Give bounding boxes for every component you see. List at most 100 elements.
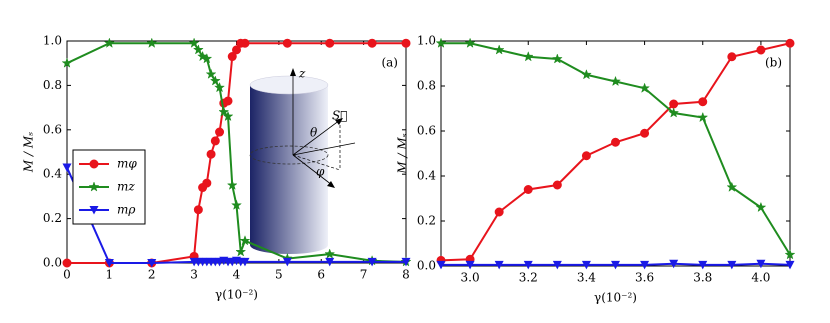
marker	[523, 260, 533, 270]
marker	[785, 38, 795, 48]
marker	[698, 97, 708, 107]
marker	[755, 201, 767, 213]
marker	[235, 246, 247, 257]
marker	[756, 259, 766, 269]
marker	[669, 99, 679, 109]
y-tick-label: 0.4	[43, 167, 62, 181]
marker	[146, 37, 158, 48]
marker	[188, 37, 200, 48]
x-tick-label: 7	[360, 268, 368, 282]
marker	[640, 128, 650, 138]
marker	[218, 106, 230, 117]
marker	[726, 181, 738, 192]
inset-label: θ	[310, 126, 318, 140]
marker	[147, 259, 157, 268]
marker	[202, 178, 212, 188]
marker	[367, 38, 377, 48]
marker	[215, 127, 225, 137]
x-axis-label: γ(10⁻²)	[215, 288, 258, 302]
x-tick-label: 3.8	[693, 271, 712, 285]
marker	[464, 37, 476, 48]
marker	[609, 75, 622, 87]
marker	[611, 260, 620, 270]
inset-label: S⃗	[332, 109, 347, 123]
x-tick-label: 2	[148, 268, 156, 282]
y-tick-label: 0.2	[417, 214, 436, 228]
y-axis-label: M / Mₛ	[396, 133, 410, 174]
marker	[523, 185, 533, 194]
marker	[324, 248, 336, 259]
marker	[282, 257, 292, 267]
marker	[551, 53, 563, 64]
marker	[552, 260, 562, 270]
marker	[62, 163, 72, 173]
marker	[697, 111, 709, 123]
marker	[201, 53, 213, 64]
y-tick-label: 0.0	[417, 259, 436, 273]
marker	[226, 179, 238, 190]
marker	[193, 205, 203, 215]
marker	[784, 249, 796, 260]
marker	[727, 52, 737, 62]
marker	[727, 260, 737, 270]
marker	[581, 69, 592, 80]
y-tick-label: 1.0	[43, 34, 62, 48]
marker	[698, 260, 708, 270]
series-line	[67, 42, 406, 264]
marker	[232, 45, 241, 55]
marker	[227, 52, 237, 62]
marker	[214, 81, 226, 93]
x-tick-label: 3.4	[577, 271, 596, 285]
marker	[104, 259, 114, 268]
inset-label: z	[298, 67, 306, 81]
legend-label: mz	[117, 180, 135, 194]
marker	[639, 82, 650, 93]
marker	[668, 107, 680, 118]
y-tick-label: 0.8	[43, 78, 62, 92]
marker	[494, 260, 504, 270]
marker	[206, 149, 216, 159]
marker	[61, 57, 73, 68]
y-tick-label: 0.2	[43, 211, 62, 225]
x-tick-label: 6	[317, 268, 325, 282]
legend-marker	[88, 181, 100, 192]
inset-label: φ	[316, 165, 325, 179]
marker	[192, 44, 204, 55]
marker	[640, 260, 650, 270]
x-tick-label: 0	[63, 268, 71, 282]
marker	[401, 257, 411, 267]
marker	[209, 75, 221, 86]
marker	[240, 257, 250, 267]
x-tick-label: 4.0	[751, 271, 770, 285]
y-tick-label: 0.6	[417, 124, 436, 138]
legend-label: mρ	[117, 203, 135, 217]
y-tick-label: 0.6	[43, 122, 62, 136]
x-tick-label: 1	[106, 268, 114, 282]
marker	[493, 44, 505, 55]
marker	[756, 45, 766, 55]
x-axis-label: γ(10⁻²)	[594, 291, 637, 305]
marker	[103, 37, 115, 48]
marker	[239, 235, 251, 246]
marker	[465, 260, 475, 270]
y-tick-label: 1.0	[417, 34, 436, 48]
x-tick-label: 3.6	[635, 271, 654, 285]
y-tick-label: 0.8	[417, 79, 436, 93]
legend-label: mφ	[117, 157, 137, 171]
marker	[325, 38, 335, 48]
x-tick-label: 8	[402, 268, 410, 282]
inset-cylinder	[249, 68, 356, 254]
marker	[222, 110, 234, 122]
marker	[581, 260, 591, 270]
marker	[210, 136, 220, 146]
marker	[581, 151, 591, 161]
marker	[401, 38, 411, 48]
marker	[785, 260, 795, 270]
x-tick-label: 4	[233, 268, 241, 282]
marker	[367, 257, 377, 267]
legend-marker	[89, 206, 99, 215]
x-tick-label: 3	[190, 268, 198, 282]
y-tick-label: 0.4	[417, 169, 436, 183]
marker	[240, 38, 250, 48]
